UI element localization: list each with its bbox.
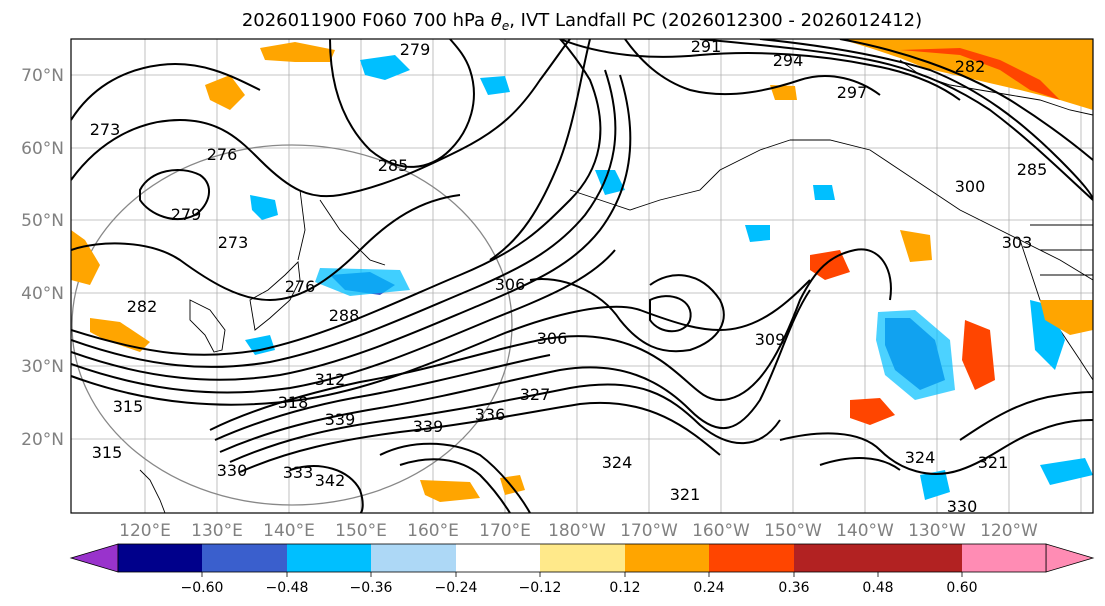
colorbar-tick-label: −0.60 [181,580,224,596]
lon-label: 140°E [263,521,315,541]
contour-label: 315 [113,397,144,416]
contour-label: 291 [691,37,722,56]
title-subscript: e [502,19,509,33]
colorbar-segment [625,544,709,572]
map-panel: 291 294 297 279 285 273 276 279 273 276 … [71,37,1093,516]
colorbar-tick-label: 0.60 [946,580,977,596]
colorbar-tick-label: −0.36 [350,580,393,596]
contour-label: 342 [315,471,346,490]
contour-label: 321 [670,485,701,504]
range-circle [71,144,513,506]
colorbar-segment [287,544,371,572]
contour-label: 339 [325,410,356,429]
lon-label: 160°W [692,521,750,541]
colorbar-tick-label: −0.48 [266,580,309,596]
colorbar-tick-label: 0.24 [693,580,724,596]
contour-label: 309 [755,330,786,349]
contour-label: 321 [978,453,1009,472]
contour-label: 324 [905,448,936,467]
map-border [70,38,1094,514]
lat-label: 30°N [21,357,64,377]
contour-label: 273 [218,233,249,252]
contour-label: 327 [520,385,551,404]
contour-label: 285 [378,156,409,175]
contour-label: 297 [837,83,868,102]
title-symbol: θ [491,10,502,31]
contour-label: 276 [285,277,316,296]
contour-label: 339 [413,417,444,436]
lat-label: 50°N [21,211,64,231]
colorbar-segment [962,544,1046,572]
colorbar-extend-max [1045,543,1095,573]
contour-label: 294 [773,51,804,70]
contour-label: 273 [90,120,121,139]
colorbar-segment [456,544,540,572]
shaded-anomalies [71,39,1093,502]
figure-title: 2026011900 F060 700 hPa θe, IVT Landfall… [242,10,922,33]
lat-label: 60°N [21,139,64,159]
contour-label: 330 [217,461,248,480]
colorbar-tick-label: 0.12 [609,580,640,596]
contour-labels: 291 294 297 279 285 273 276 279 273 276 … [90,37,1048,516]
theta-e-contours [71,39,1093,513]
gridlines [71,39,1093,513]
longitude-labels: 120°E 130°E 140°E 150°E 160°E 170°E 180°… [119,521,1038,541]
contour-label: 315 [92,443,123,462]
lon-label: 150°E [335,521,387,541]
colorbar-extend-min [69,543,119,573]
contour-label: 279 [400,40,431,59]
contour-label: 303 [1002,233,1033,252]
colorbar-segment [540,544,625,572]
contour-label: 306 [495,275,526,294]
colorbar: −0.60 −0.48 −0.36 −0.24 −0.12 0.12 0.24 … [69,543,1095,596]
lon-label: 130°E [191,521,243,541]
colorbar-segment [118,544,202,572]
colorbar-segment [202,544,287,572]
colorbar-segment [878,544,962,572]
colorbar-tick-label: −0.24 [435,580,478,596]
lon-label: 170°W [620,521,678,541]
title-main: 2026011900 F060 700 hPa [242,10,485,31]
colorbar-tick-label: 0.48 [862,580,893,596]
contour-label: 306 [537,329,568,348]
contour-label: 330 [947,497,978,516]
lon-label: 120°E [119,521,171,541]
lon-label: 170°E [479,521,531,541]
contour-label: 282 [955,57,986,76]
lon-label: 120°W [980,521,1038,541]
lat-label: 40°N [21,284,64,304]
contour-label: 333 [283,463,314,482]
contour-label: 336 [475,405,506,424]
lon-label: 150°W [764,521,822,541]
contour-label: 324 [602,453,633,472]
lat-label: 70°N [21,66,64,86]
latitude-labels: 70°N 60°N 50°N 40°N 30°N 20°N [21,66,64,450]
contour-label: 279 [171,205,202,224]
colorbar-tick-label: 0.36 [778,580,809,596]
lon-label: 160°E [407,521,459,541]
contour-label: 300 [955,177,986,196]
colorbar-segment [709,544,794,572]
contour-label: 276 [207,145,238,164]
contour-label: 282 [127,297,158,316]
lon-label: 130°W [908,521,966,541]
title-rest: , IVT Landfall PC (2026012300 - 20260124… [509,10,922,31]
lon-label: 140°W [836,521,894,541]
contour-label: 318 [278,393,309,412]
lon-label: 180°W [548,521,606,541]
contour-label: 288 [329,306,360,325]
contour-label: 285 [1017,160,1048,179]
colorbar-segment [371,544,456,572]
contour-label: 312 [315,370,346,389]
lat-label: 20°N [21,430,64,450]
colorbar-segment [794,544,878,572]
colorbar-tick-label: −0.12 [519,580,562,596]
